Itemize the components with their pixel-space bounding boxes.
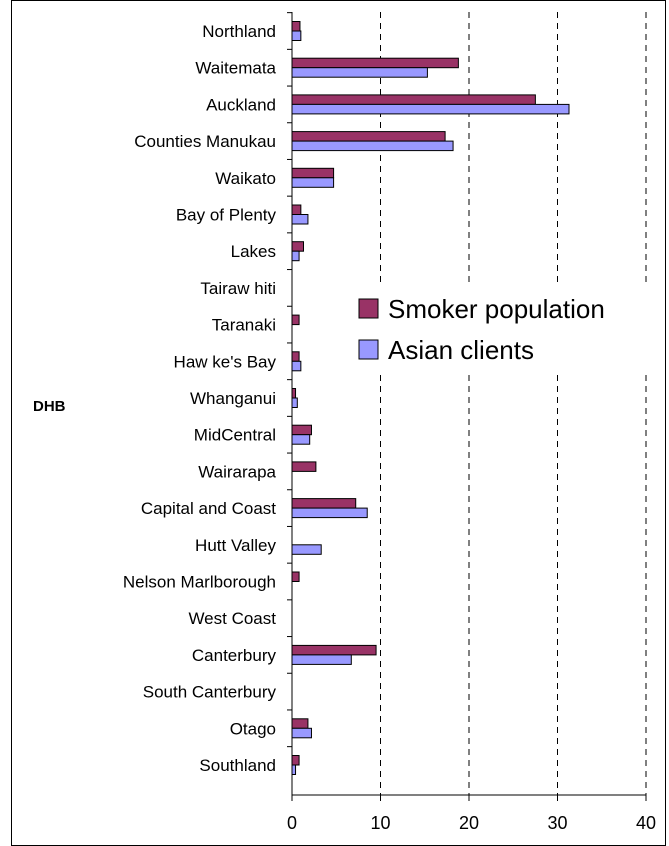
bar-smoker-population [291, 21, 301, 32]
category-label: South Canterbury [143, 683, 277, 702]
category-label: Auckland [206, 95, 276, 114]
bar-smoker-population [291, 718, 309, 729]
category-label: Tairaw hiti [200, 279, 276, 298]
bar-smoker-population [291, 241, 305, 252]
bar-asian-clients [291, 397, 298, 408]
bar-smoker-population [291, 167, 335, 179]
category-label: Wairarapa [198, 462, 276, 481]
x-tick-label: 20 [459, 813, 479, 833]
bar-asian-clients [291, 67, 428, 78]
category-label: Northland [202, 22, 276, 41]
bar-smoker-population [291, 94, 536, 105]
bar-smoker-population [291, 644, 377, 656]
bar-smoker-population [291, 204, 302, 215]
category-label: Capital and Coast [141, 499, 276, 518]
category-label: West Coast [188, 609, 276, 628]
bar-smoker-population [291, 571, 300, 582]
category-label: Waitemata [195, 59, 276, 78]
bar-asian-clients [291, 30, 302, 41]
bar-asian-clients [291, 727, 312, 739]
bar-smoker-population [291, 755, 300, 766]
legend-label-smoker-population: Smoker population [388, 294, 605, 324]
bar-smoker-population [291, 131, 446, 142]
bar-smoker-population [291, 388, 297, 399]
bar-smoker-population [291, 351, 300, 362]
chart-border [11, 0, 666, 846]
bar-smoker-population [291, 57, 459, 69]
bar-asian-clients [291, 434, 311, 445]
bar-asian-clients [291, 140, 454, 152]
x-tick-label: 40 [636, 813, 656, 833]
legend-swatch-smoker-population [358, 298, 379, 319]
x-tick-label: 0 [287, 813, 297, 833]
category-label: Bay of Plenty [176, 206, 277, 225]
axes [287, 12, 647, 801]
bar-asian-clients [291, 214, 309, 225]
bar-asian-clients [291, 177, 335, 188]
bar-smoker-population [291, 498, 357, 509]
legend-background [350, 285, 650, 375]
category-label: Haw ke's Bay [174, 352, 277, 371]
bar-smoker-population [291, 424, 312, 436]
bar-asian-clients [291, 654, 352, 665]
tick-labels: 0 10 20 30 40 [287, 813, 656, 833]
x-tick-label: 10 [370, 813, 390, 833]
y-axis-label: DHB [33, 398, 66, 415]
x-tick-label: 30 [547, 813, 567, 833]
category-label: Canterbury [192, 646, 277, 665]
legend: Smoker population Asian clients [350, 285, 650, 375]
category-label: Counties Manukau [134, 132, 276, 151]
category-label: Taranaki [212, 316, 276, 335]
legend-swatch-asian-clients [358, 339, 379, 360]
category-label: Whanganui [190, 389, 276, 408]
bar-asian-clients [291, 544, 322, 555]
category-label: Waikato [215, 169, 276, 188]
category-labels: Northland Waitemata Auckland Counties Manuk… [123, 22, 277, 775]
category-label: Lakes [231, 242, 276, 261]
legend-label-asian-clients: Asian clients [388, 335, 534, 365]
category-label: Otago [230, 719, 276, 738]
bar-asian-clients [291, 507, 368, 519]
bar-smoker-population [291, 314, 300, 326]
bar-asian-clients [291, 360, 302, 372]
category-label: Hutt Valley [195, 536, 276, 555]
category-label: MidCentral [194, 426, 276, 445]
category-label: Nelson Marlborough [123, 573, 276, 592]
bar-asian-clients [291, 764, 297, 775]
category-label: Southland [199, 756, 276, 775]
bar-smoker-population [291, 461, 317, 472]
bar-asian-clients [291, 250, 300, 262]
bar-asian-clients [291, 103, 570, 115]
gridlines [380, 12, 647, 795]
